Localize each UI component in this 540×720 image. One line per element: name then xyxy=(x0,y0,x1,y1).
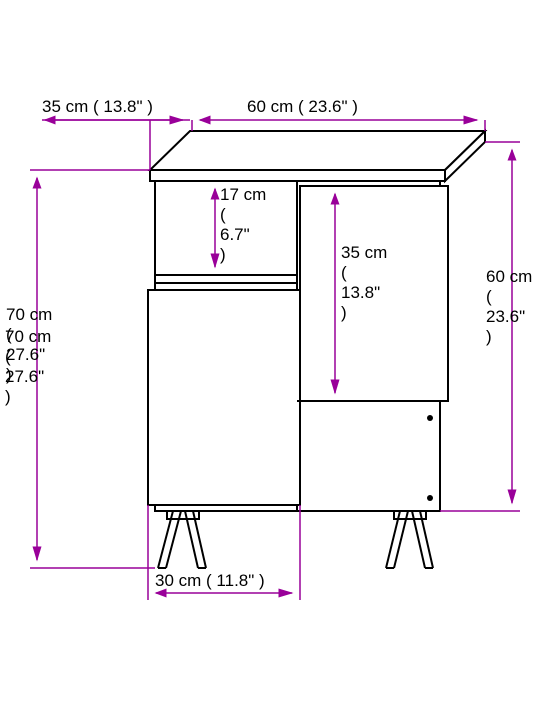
paren-close: ) xyxy=(147,97,153,116)
dim-depth: 35 cm ( 13.8" ) xyxy=(42,97,153,116)
furniture-diagram: 35 cm ( 13.8" ) 60 cm ( 23.6" ) 70 cm ( … xyxy=(0,0,540,720)
paren-open: ( xyxy=(93,97,103,116)
dim-door-width: 30 cm ( 11.8" ) xyxy=(155,571,265,590)
dim-width: 60 cm ( 23.6" ) xyxy=(247,97,358,116)
diagram-container: 35 cm ( 13.8" ) 60 cm ( 23.6" ) 70 cm ( … xyxy=(0,0,540,720)
